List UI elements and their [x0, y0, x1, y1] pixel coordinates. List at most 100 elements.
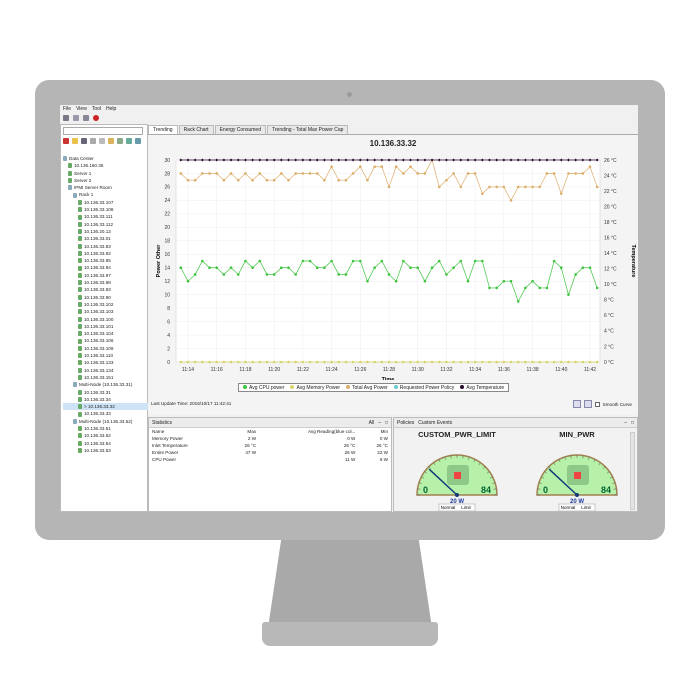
- tree-node[interactable]: Data Center: [63, 155, 148, 162]
- data-point: [301, 158, 305, 162]
- tree-node[interactable]: 10.136.33.112: [63, 221, 148, 228]
- maximize-icon[interactable]: □: [630, 419, 634, 426]
- tree-node[interactable]: 10.136.33.103: [63, 308, 148, 315]
- tree-node[interactable]: 10.136.33.52: [63, 432, 148, 439]
- link-icon[interactable]: [126, 137, 132, 144]
- tree-node[interactable]: 10.136.33.93: [63, 286, 148, 293]
- tree-node[interactable]: Rack 1: [63, 191, 148, 198]
- data-point: [394, 360, 398, 364]
- tab-energy-consumed[interactable]: Energy Consumed: [214, 125, 266, 134]
- minimize-icon[interactable]: –: [624, 419, 627, 426]
- server-icon[interactable]: [81, 137, 87, 144]
- tree-node[interactable]: 10.136.33.151: [63, 374, 148, 381]
- tree-node[interactable]: 10.136.33.106: [63, 337, 148, 344]
- tree-node[interactable]: 10.136.33.111: [63, 213, 148, 220]
- tree-node[interactable]: 10.136.33.102: [63, 301, 148, 308]
- edit-icon[interactable]: [108, 137, 114, 144]
- tab-custom-events[interactable]: Custom Events: [418, 419, 453, 426]
- tree-node[interactable]: > 10.136.33.32: [63, 403, 148, 411]
- tree-node[interactable]: Multi-Node (10.136.33.31): [63, 381, 148, 388]
- tree-node[interactable]: 10.136.33.01: [63, 235, 148, 242]
- tree-node[interactable]: Server 2: [63, 177, 148, 184]
- tree-node[interactable]: 10.136.33.83: [63, 243, 148, 250]
- statistics-tab[interactable]: Statistics: [152, 419, 173, 426]
- tree-node[interactable]: 10.136.33.90: [63, 294, 148, 301]
- tree-node[interactable]: 10.136.33.31: [63, 389, 148, 396]
- tree-node[interactable]: 10.136.33.34: [63, 396, 148, 403]
- x-tick-label: 11:24: [325, 367, 337, 373]
- table-row[interactable]: Inlet Temperature 26 °C 26 °C 26 °C: [149, 442, 391, 449]
- tree-node[interactable]: 10.136.33.98: [63, 279, 148, 286]
- minimize-icon[interactable]: –: [378, 419, 381, 426]
- tree-node[interactable]: 10.136.33.51: [63, 425, 148, 432]
- smooth-curve-checkbox[interactable]: [594, 401, 600, 407]
- data-point: [366, 360, 369, 364]
- connect-icon[interactable]: [83, 115, 89, 121]
- table-row[interactable]: Entire Power 47 W 26 W 22 W: [149, 449, 391, 456]
- tree-node[interactable]: 10.136.33.108: [63, 206, 148, 213]
- tree-node[interactable]: IPMI Server Room: [63, 184, 148, 191]
- data-point: [402, 259, 405, 263]
- stop-icon[interactable]: [93, 115, 99, 121]
- tree-node[interactable]: 10.136.33.95: [63, 257, 148, 264]
- y-tick-label: 12: [164, 279, 170, 285]
- data-point: [186, 158, 190, 162]
- menu-view[interactable]: View: [76, 106, 87, 112]
- zoom-out-icon[interactable]: [583, 400, 592, 408]
- data-point: [545, 286, 549, 290]
- gauge-tick: [564, 456, 566, 460]
- tree-node[interactable]: 10.136.33.107: [63, 199, 148, 206]
- properties-icon[interactable]: [99, 137, 105, 144]
- tree-node[interactable]: 10.136.160.35: [63, 162, 148, 169]
- delete-icon[interactable]: [90, 137, 96, 144]
- statistics-header: Statistics All – □: [149, 418, 391, 428]
- tree-node[interactable]: 10.136.33.92: [63, 250, 148, 257]
- zoom-in-icon[interactable]: [572, 400, 581, 408]
- tree-node[interactable]: 10.136.33.53: [63, 447, 148, 454]
- policies-scrollbar[interactable]: [630, 432, 635, 510]
- menu-file[interactable]: File: [63, 106, 72, 112]
- tree-node[interactable]: 10.136.20.13: [63, 228, 148, 235]
- column-header[interactable]: Max: [247, 429, 257, 434]
- gauge-max-label: 84: [481, 485, 491, 495]
- tree-node[interactable]: 10.136.33.94: [63, 264, 148, 271]
- tree-node[interactable]: 10.136.33.33: [63, 410, 148, 417]
- data-point: [351, 360, 355, 364]
- table-row[interactable]: Memory Power 2 W 0 W 0 W: [149, 435, 391, 442]
- export-icon[interactable]: [135, 137, 141, 144]
- tab-trending[interactable]: Trending: [148, 125, 178, 134]
- data-point: [244, 172, 247, 175]
- tree-node[interactable]: 10.136.33.100: [63, 316, 148, 323]
- column-header[interactable]: Min: [380, 429, 388, 434]
- column-header[interactable]: Avg Reading(blue col...: [307, 429, 356, 434]
- tab-policies[interactable]: Policies: [397, 419, 415, 426]
- data-point: [315, 172, 319, 175]
- tree-node[interactable]: 10.136.33.104: [63, 330, 148, 337]
- menu-tool[interactable]: Tool: [91, 106, 101, 112]
- tree-node[interactable]: 10.136.33.110: [63, 352, 148, 359]
- statistics-filter[interactable]: All: [368, 419, 375, 426]
- data-point: [280, 360, 283, 364]
- column-header[interactable]: Name: [152, 429, 165, 434]
- search-icon[interactable]: [73, 115, 79, 121]
- tab-rack-chart[interactable]: Rack Chart: [178, 125, 214, 134]
- menu-help[interactable]: Help: [106, 106, 117, 112]
- data-point: [208, 158, 212, 162]
- tree-node[interactable]: Multi-Node (10.136.33.52): [63, 418, 148, 425]
- table-row[interactable]: CPU Power 11 W 6 W: [149, 456, 391, 463]
- folder-icon[interactable]: [72, 137, 78, 144]
- tree-node[interactable]: Server 1: [63, 170, 148, 177]
- tree-node[interactable]: 10.136.33.133: [63, 359, 148, 366]
- refresh-icon[interactable]: [117, 137, 123, 144]
- tree-node-label: 10.136.33.52: [84, 433, 111, 439]
- tree-node[interactable]: 10.136.33.134: [63, 367, 148, 374]
- stop-icon[interactable]: [63, 137, 69, 144]
- save-icon[interactable]: [63, 115, 69, 121]
- tree-node[interactable]: 10.136.33.97: [63, 272, 148, 279]
- maximize-icon[interactable]: □: [384, 419, 388, 426]
- tree-search-input[interactable]: [63, 127, 143, 135]
- tab-trending-total-max-power-cap[interactable]: Trending - Total Max Power Cap: [267, 125, 349, 134]
- tree-node[interactable]: 10.136.33.101: [63, 323, 148, 330]
- tree-node[interactable]: 10.136.33.109: [63, 345, 148, 352]
- tree-node[interactable]: 10.136.33.54: [63, 440, 148, 447]
